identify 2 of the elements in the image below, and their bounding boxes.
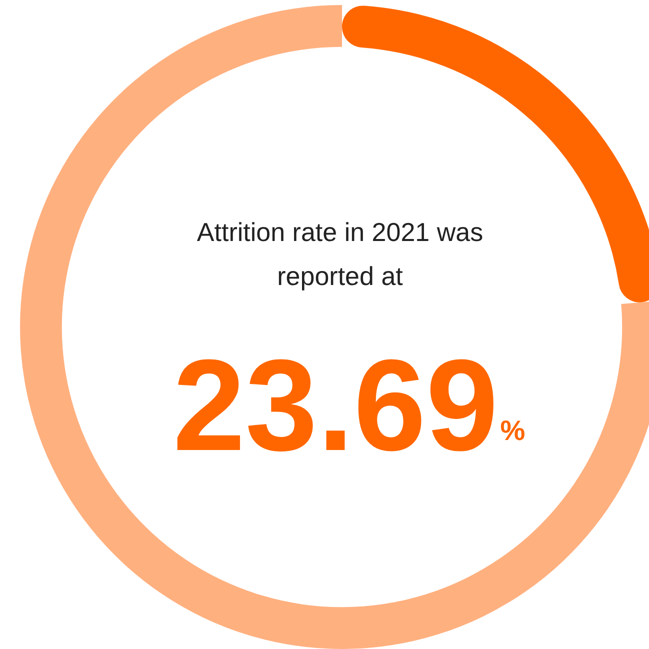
text: Attrition rate in 2021 was reported at bbox=[196, 216, 484, 293]
text: 23.69% bbox=[172, 332, 526, 478]
